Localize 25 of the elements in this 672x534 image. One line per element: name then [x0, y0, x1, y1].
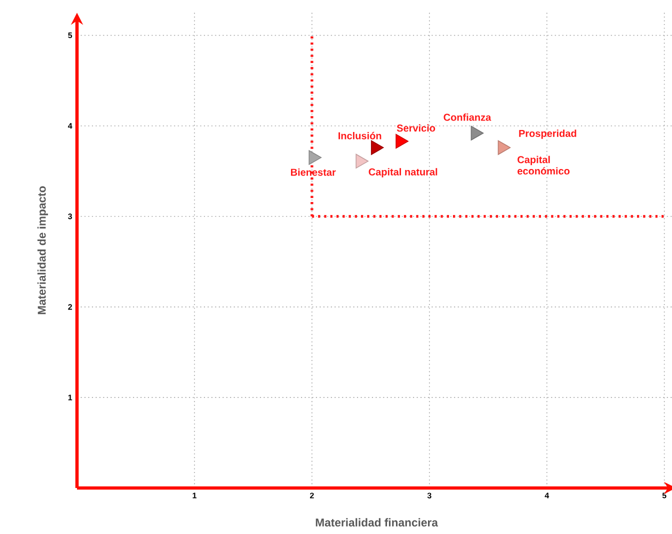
series-label: Inclusión [338, 132, 382, 140]
series-label: Capital económico [518, 156, 570, 175]
point [396, 134, 408, 149]
point [498, 140, 511, 155]
series-label: Servicio [396, 124, 436, 132]
x-tick-label: 5 [662, 492, 666, 498]
y-axis-title: Materialidad de impacto [37, 186, 48, 314]
y-tick-label: 2 [68, 304, 72, 310]
point [370, 140, 384, 155]
x-tick-label: 2 [310, 492, 314, 498]
point [470, 126, 484, 140]
y-tick-label: 5 [68, 32, 72, 38]
series-label: Capital natural [368, 168, 438, 178]
point [308, 150, 322, 165]
y-tick-label: 1 [68, 394, 72, 400]
series-label: Confianza [444, 113, 492, 121]
y-tick-label: 3 [68, 214, 72, 220]
x-axis-title: Materialidad financiera [316, 518, 438, 527]
x-tick-label: 3 [427, 492, 432, 498]
x-tick-label: 4 [544, 492, 550, 498]
y-tick-label: 4 [68, 123, 72, 129]
annotation: Prosperidad [519, 130, 576, 139]
point [356, 154, 368, 168]
series-label: Bienestar [290, 168, 336, 176]
x-tick-label: 1 [192, 492, 196, 498]
